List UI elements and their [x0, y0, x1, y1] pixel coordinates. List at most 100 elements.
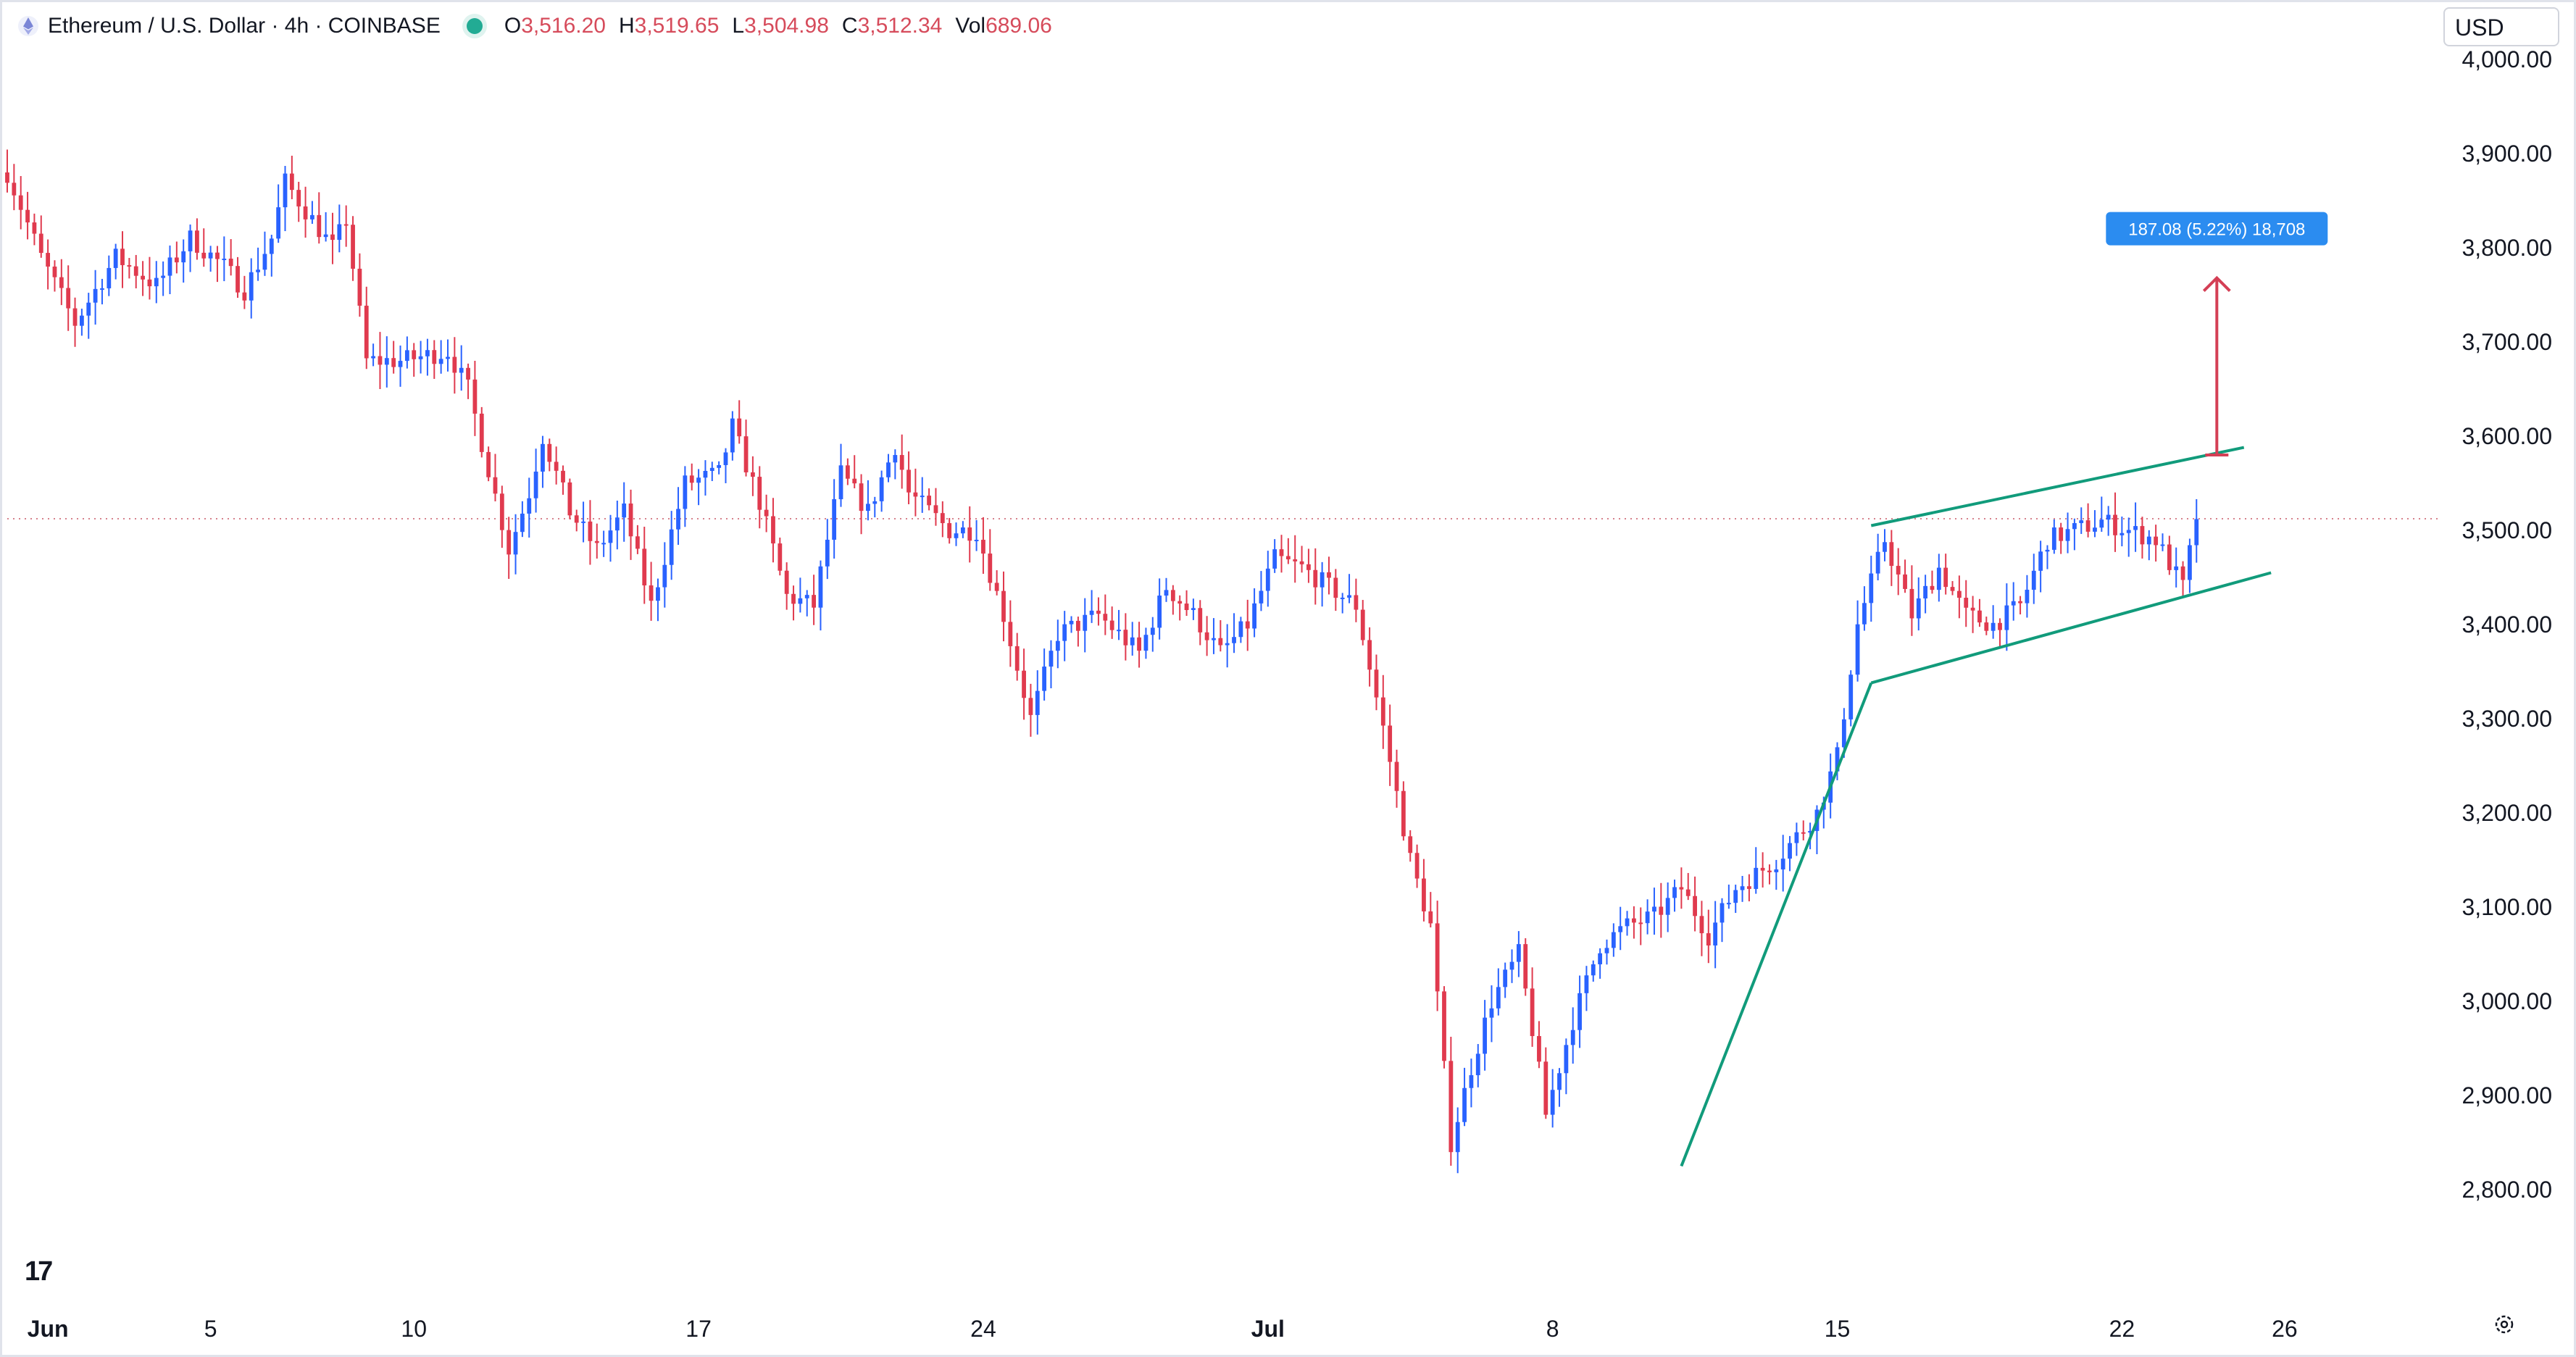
candle	[174, 241, 179, 274]
candle-body	[838, 465, 843, 500]
candle-body	[1422, 878, 1426, 911]
candle-body	[886, 462, 891, 477]
candle	[588, 500, 593, 565]
candle	[1652, 888, 1656, 935]
candle	[93, 270, 98, 325]
candle-body	[12, 183, 17, 196]
candle	[1293, 535, 1298, 583]
candle	[988, 529, 993, 591]
candle-body	[1991, 622, 1996, 631]
candle-body	[2146, 536, 2151, 545]
candle	[1598, 948, 1603, 979]
candle	[1272, 539, 1277, 573]
candle-body	[825, 539, 830, 567]
candle	[1943, 554, 1948, 595]
candle-body	[174, 257, 179, 263]
candle-body	[2167, 544, 2172, 570]
candle-body	[1320, 572, 1325, 588]
measure-label-text: 187.08 (5.22%) 18,708	[2128, 220, 2305, 240]
candle	[1665, 882, 1670, 932]
candle-body	[1848, 675, 1854, 719]
x-tick-label: 22	[2109, 1316, 2135, 1342]
x-tick-label: Jun	[28, 1316, 69, 1342]
candle	[899, 434, 904, 489]
candle-body	[635, 536, 640, 549]
symbol-header[interactable]: Ethereum / U.S. Dollar · 4h · COINBASE O…	[17, 10, 1052, 42]
candle	[981, 517, 985, 575]
candle-body	[2051, 527, 2056, 550]
candle	[717, 461, 722, 475]
candle	[46, 239, 51, 290]
candle-body	[1483, 1017, 1488, 1054]
candle	[689, 463, 694, 490]
tradingview-logo[interactable]: 17	[25, 1256, 53, 1287]
candle	[2188, 538, 2192, 593]
candle-body	[1137, 637, 1141, 651]
candle-body	[127, 264, 132, 267]
candle-body	[1747, 886, 1751, 889]
candle-body	[1252, 603, 1256, 629]
candle	[2133, 502, 2138, 552]
candle-body	[120, 249, 125, 265]
candle	[751, 456, 755, 496]
candle	[107, 255, 112, 296]
candle	[1035, 670, 1040, 735]
y-tick-label: 2,900.00	[2462, 1082, 2552, 1108]
candle-body	[1347, 595, 1351, 598]
candle-body	[1883, 542, 1887, 552]
candle	[2065, 512, 2070, 554]
candle	[1265, 551, 1270, 607]
open-label: O	[504, 14, 522, 38]
candle	[561, 465, 565, 495]
candle-body	[2140, 526, 2145, 545]
settings-icon[interactable]	[2493, 1313, 2516, 1336]
candle-body	[1570, 1030, 1575, 1045]
candle	[2099, 496, 2104, 533]
candle	[554, 446, 559, 485]
candle	[1794, 822, 1799, 856]
candle-body	[262, 254, 267, 270]
y-tick-label: 3,900.00	[2462, 141, 2552, 167]
candle-body	[1360, 609, 1365, 640]
candle-body	[1523, 944, 1528, 989]
candle-body	[1611, 932, 1616, 948]
candle-body	[1218, 638, 1223, 646]
candle	[859, 474, 864, 535]
candle	[1245, 599, 1250, 651]
candle-body	[730, 418, 735, 453]
candle	[269, 235, 274, 277]
candle-body	[1150, 627, 1155, 635]
candle	[2025, 575, 2030, 618]
candle	[1198, 600, 1203, 646]
candle-body	[235, 266, 240, 293]
symbol-title: Ethereum / U.S. Dollar · 4h · COINBASE	[48, 14, 441, 38]
y-tick-label: 3,300.00	[2462, 706, 2552, 732]
candle	[188, 224, 193, 272]
candle-body	[59, 277, 64, 288]
candle-body	[493, 477, 498, 494]
candle-body	[1875, 551, 1880, 574]
candle	[432, 340, 437, 379]
candle-body	[1577, 993, 1582, 1030]
candle	[1204, 616, 1209, 656]
candle	[1259, 571, 1264, 611]
candle	[994, 570, 999, 596]
candle-body	[100, 288, 104, 290]
candle-body	[1042, 667, 1047, 691]
candle	[1483, 1000, 1488, 1071]
candle	[818, 560, 823, 631]
candle	[866, 480, 870, 521]
candle	[1360, 600, 1365, 646]
candle	[459, 345, 464, 391]
candle-body	[2106, 514, 2111, 520]
candle-body	[662, 564, 667, 588]
currency-select[interactable]: USD	[2443, 7, 2559, 46]
candle	[1632, 906, 1636, 939]
candle-body	[866, 504, 870, 512]
measure-label-box	[2106, 212, 2328, 246]
candle	[1509, 949, 1514, 983]
candle	[181, 239, 186, 283]
candle	[2154, 525, 2159, 562]
x-tick-label: 15	[1825, 1316, 1851, 1342]
